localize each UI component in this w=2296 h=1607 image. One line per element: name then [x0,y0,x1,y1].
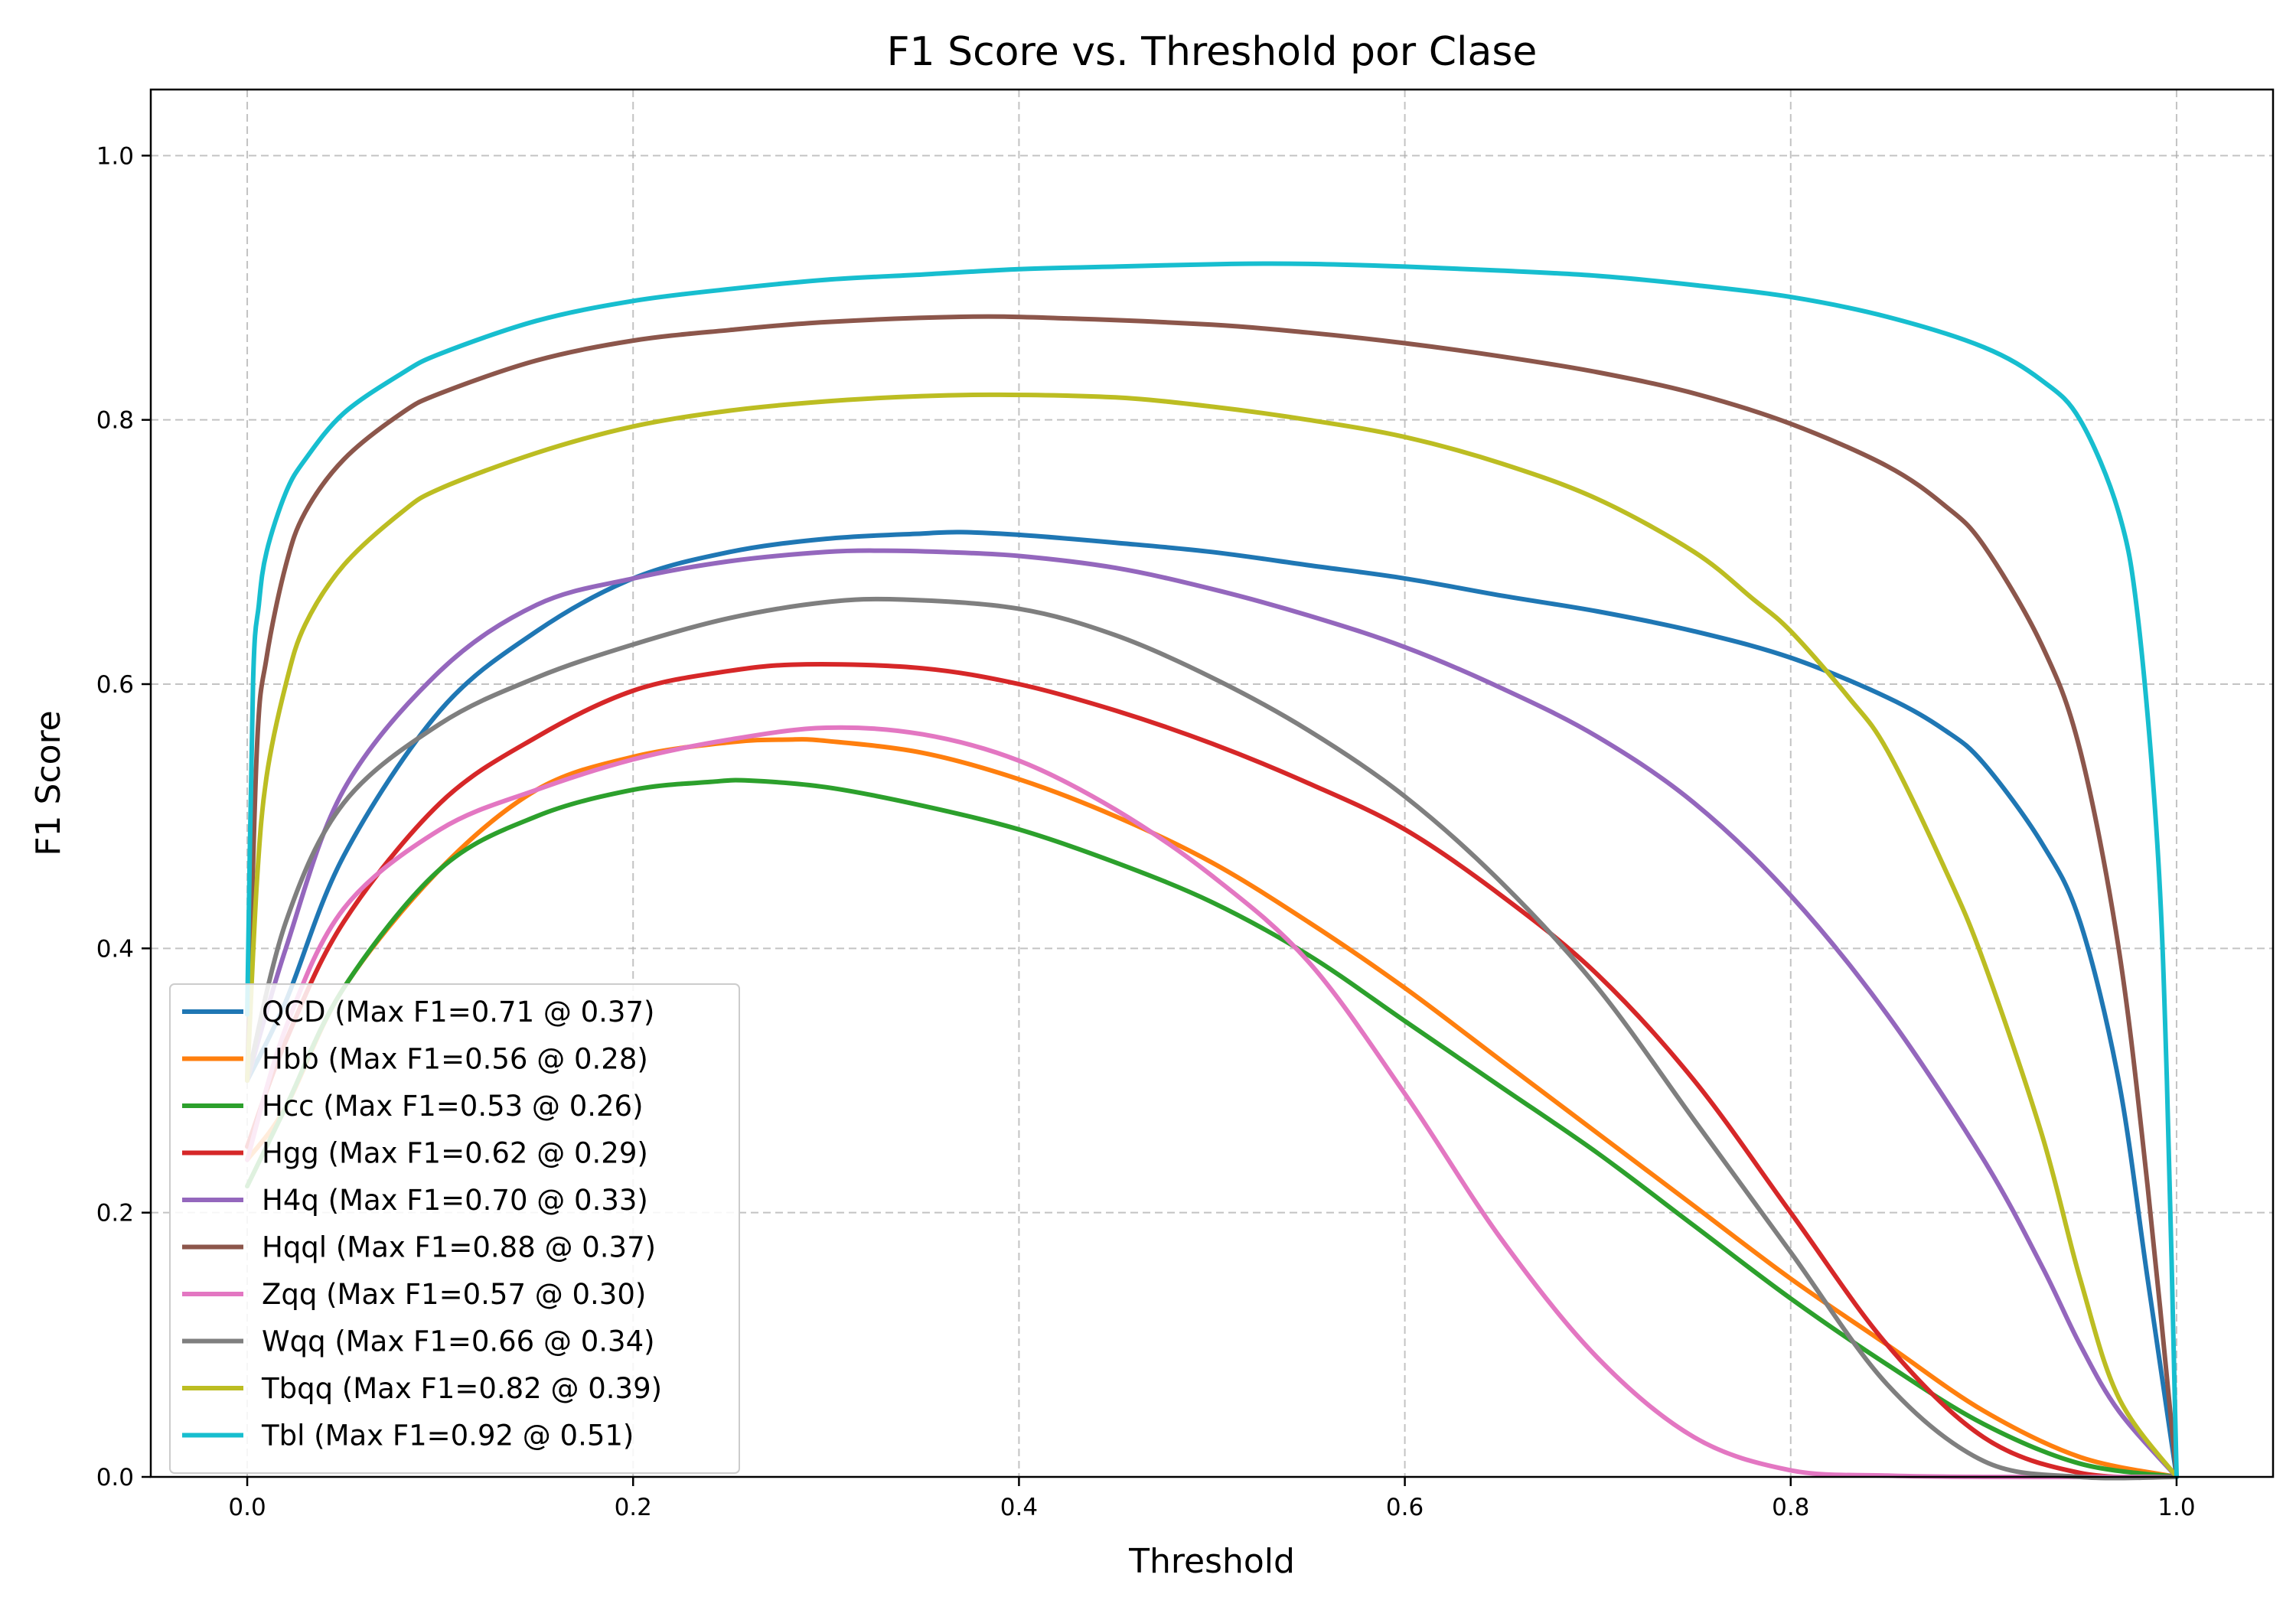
y-tick-label: 0.0 [96,1464,134,1491]
legend-label: Hgg (Max F1=0.62 @ 0.29) [262,1137,648,1170]
legend-label: Tbqq (Max F1=0.82 @ 0.39) [261,1372,662,1405]
ticks: 0.0 0.2 0.4 0.6 0.8 1.0 0.0 0.2 0.4 0.6 0.8 1.0 [96,142,2196,1521]
x-tick-label: 0.6 [1386,1494,1424,1521]
legend-label: Hcc (Max F1=0.53 @ 0.26) [262,1090,644,1123]
x-tick-label: 1.0 [2157,1494,2195,1521]
legend-label: QCD (Max F1=0.71 @ 0.37) [262,996,654,1028]
legend-label: Tbl (Max F1=0.92 @ 0.51) [261,1420,634,1452]
y-tick-label: 0.4 [96,935,134,963]
legend-label: Wqq (Max F1=0.66 @ 0.34) [262,1325,655,1358]
series-line [245,392,2179,1479]
y-axis-title: F1 Score [29,710,68,856]
series-line [245,261,2179,1479]
series-line [245,548,2179,1479]
legend: QCD (Max F1=0.71 @ 0.37) Hbb (Max F1=0.56… [169,983,740,1474]
series-line [245,530,2179,1479]
series-line [245,314,2179,1479]
x-tick-label: 0.0 [228,1494,266,1521]
series-lines [245,261,2179,1481]
x-tick-label: 0.8 [1772,1494,1809,1521]
y-tick-label: 0.2 [96,1200,134,1227]
y-tick-label: 1.0 [96,142,134,170]
legend-label: Zqq (Max F1=0.57 @ 0.30) [262,1278,646,1311]
y-tick-label: 0.8 [96,407,134,435]
x-axis-title: Threshold [1128,1542,1295,1581]
plot-frame [149,88,2275,1478]
series-line [245,777,2179,1479]
legend-label: H4q (Max F1=0.70 @ 0.33) [262,1184,648,1217]
y-tick-label: 0.6 [96,671,134,699]
legend-label: Hbb (Max F1=0.56 @ 0.28) [262,1043,648,1076]
chart-title: F1 Score vs. Threshold por Clase [887,29,1538,75]
series-line [245,725,2179,1480]
legend-box [169,983,740,1474]
x-tick-label: 0.2 [615,1494,652,1521]
legend-label: Hqql (Max F1=0.88 @ 0.37) [262,1231,656,1264]
series-line [245,596,2179,1481]
series-line [245,661,2179,1480]
x-tick-label: 0.4 [1000,1494,1038,1521]
